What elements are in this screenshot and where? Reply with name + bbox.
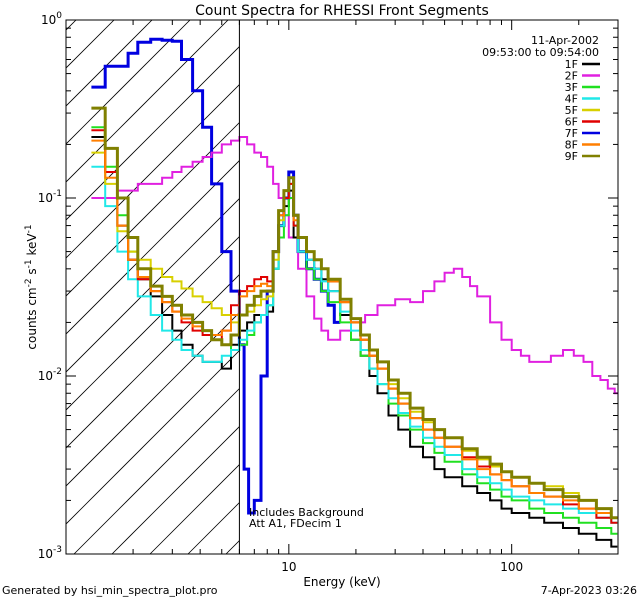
legend-label-3F: 3F (565, 81, 578, 94)
y-tick-label: 10-2 (38, 367, 62, 383)
hatch-mask (239, 20, 618, 554)
y-tick-label: 10-3 (38, 545, 62, 561)
series-group (91, 37, 618, 548)
legend-label-5F: 5F (565, 104, 578, 117)
plot-frame (65, 19, 619, 555)
y-tick-label: 100 (41, 11, 62, 27)
legend-label-8F: 8F (565, 139, 578, 152)
hatch-line (66, 20, 229, 183)
annotation-attenuator: Att A1, FDecim 1 (249, 517, 342, 530)
hatch-line (66, 20, 191, 145)
legend-label-2F: 2F (565, 70, 578, 83)
x-tick-label: 100 (500, 560, 523, 574)
hatch-line (66, 20, 77, 31)
footer-generated-by: Generated by hsi_min_spectra_plot.pro (2, 584, 218, 597)
date-text: 11-Apr-2002 (531, 34, 599, 47)
y-tick-label: 10-1 (38, 189, 62, 205)
annotation-background: Includes Background (249, 506, 364, 519)
x-tick-label: 10 (281, 560, 296, 574)
x-axis-label: Energy (keV) (303, 575, 380, 589)
time-range-text: 09:53:00 to 09:54:00 (482, 46, 599, 59)
legend-label-1F: 1F (565, 58, 578, 71)
hatch-line (66, 20, 267, 221)
footer-timestamp: 7-Apr-2023 03:26 (541, 584, 637, 597)
hatched-region (66, 20, 618, 554)
hatch-line (66, 20, 153, 107)
legend-label-9F: 9F (565, 150, 578, 163)
hatch-line (66, 20, 115, 69)
chart-title: Count Spectra for RHESSI Front Segments (195, 3, 489, 19)
legend-label-4F: 4F (565, 93, 578, 106)
axis-ticks: 10 100 100 10-1 10-2 10-3 (38, 11, 619, 574)
legend-label-7F: 7F (565, 127, 578, 140)
y-axis-label: counts cm-2 s-1 keV-1 (24, 224, 39, 349)
series-9F (91, 106, 618, 520)
legend-label-6F: 6F (565, 116, 578, 129)
series-2F (91, 136, 618, 395)
